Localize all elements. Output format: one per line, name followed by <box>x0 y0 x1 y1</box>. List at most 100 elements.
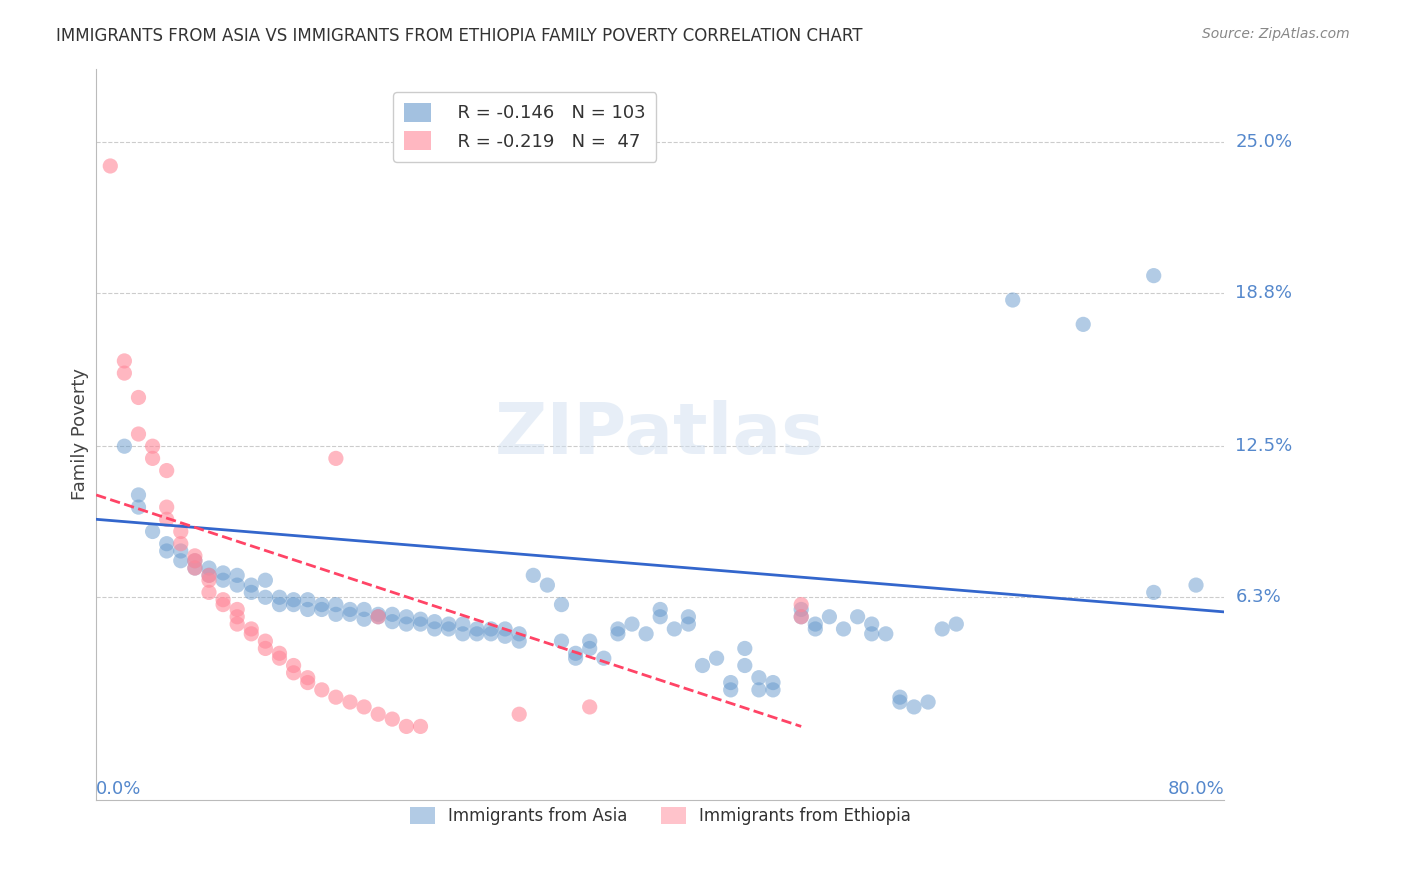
Point <box>297 675 319 690</box>
Point <box>1001 293 1024 307</box>
Point <box>748 682 770 697</box>
Point <box>353 700 375 714</box>
Point <box>494 622 516 636</box>
Point <box>592 651 614 665</box>
Point <box>423 615 446 629</box>
Point <box>664 622 686 636</box>
Point <box>381 712 404 726</box>
Point <box>818 609 841 624</box>
Point <box>804 622 827 636</box>
Point <box>367 609 389 624</box>
Point <box>198 585 221 599</box>
Point <box>297 671 319 685</box>
Point <box>409 617 432 632</box>
Point <box>226 602 249 616</box>
Point <box>536 578 558 592</box>
Point <box>636 627 658 641</box>
Point <box>297 592 319 607</box>
Point <box>254 634 277 648</box>
Point <box>269 651 291 665</box>
Point <box>409 612 432 626</box>
Point <box>889 695 911 709</box>
Text: 18.8%: 18.8% <box>1236 284 1292 301</box>
Point <box>522 568 544 582</box>
Point <box>198 568 221 582</box>
Point <box>395 719 418 733</box>
Point <box>112 439 135 453</box>
Point <box>212 566 235 580</box>
Text: IMMIGRANTS FROM ASIA VS IMMIGRANTS FROM ETHIOPIA FAMILY POVERTY CORRELATION CHAR: IMMIGRANTS FROM ASIA VS IMMIGRANTS FROM … <box>56 27 863 45</box>
Point <box>931 622 953 636</box>
Point <box>451 627 474 641</box>
Y-axis label: Family Poverty: Family Poverty <box>72 368 89 500</box>
Point <box>226 609 249 624</box>
Point <box>578 641 600 656</box>
Point <box>254 573 277 587</box>
Point <box>283 592 305 607</box>
Text: 6.3%: 6.3% <box>1236 589 1281 607</box>
Point <box>564 651 586 665</box>
Point <box>170 536 193 550</box>
Point <box>283 658 305 673</box>
Point <box>198 573 221 587</box>
Text: 0.0%: 0.0% <box>96 780 142 798</box>
Point <box>283 598 305 612</box>
Point <box>650 602 672 616</box>
Point <box>184 549 207 563</box>
Point <box>465 622 488 636</box>
Point <box>98 159 121 173</box>
Text: 12.5%: 12.5% <box>1236 437 1292 455</box>
Point <box>550 598 572 612</box>
Point <box>142 524 165 539</box>
Point <box>311 602 333 616</box>
Point <box>1071 318 1094 332</box>
Point <box>170 544 193 558</box>
Point <box>353 612 375 626</box>
Point <box>142 439 165 453</box>
Point <box>339 607 361 622</box>
Point <box>240 627 263 641</box>
Point <box>367 707 389 722</box>
Point <box>706 651 728 665</box>
Point <box>437 617 460 632</box>
Point <box>437 622 460 636</box>
Point <box>903 700 925 714</box>
Point <box>578 700 600 714</box>
Point <box>156 544 179 558</box>
Point <box>1143 585 1166 599</box>
Point <box>226 578 249 592</box>
Point <box>269 591 291 605</box>
Point <box>606 627 628 641</box>
Point <box>127 391 149 405</box>
Point <box>311 598 333 612</box>
Point <box>184 561 207 575</box>
Point <box>170 554 193 568</box>
Point <box>720 675 742 690</box>
Point <box>198 561 221 575</box>
Point <box>156 512 179 526</box>
Point <box>381 607 404 622</box>
Point <box>606 622 628 636</box>
Point <box>367 607 389 622</box>
Point <box>748 671 770 685</box>
Point <box>184 554 207 568</box>
Point <box>423 622 446 636</box>
Point <box>734 658 756 673</box>
Point <box>762 682 785 697</box>
Point <box>720 682 742 697</box>
Text: ZIPatlas: ZIPatlas <box>495 400 825 468</box>
Point <box>325 598 347 612</box>
Point <box>945 617 967 632</box>
Point <box>156 464 179 478</box>
Point <box>156 536 179 550</box>
Point <box>254 591 277 605</box>
Point <box>790 609 813 624</box>
Text: 25.0%: 25.0% <box>1236 133 1292 151</box>
Point <box>254 641 277 656</box>
Point <box>479 627 502 641</box>
Point <box>142 451 165 466</box>
Point <box>395 617 418 632</box>
Point <box>212 598 235 612</box>
Point <box>508 634 530 648</box>
Point <box>494 629 516 643</box>
